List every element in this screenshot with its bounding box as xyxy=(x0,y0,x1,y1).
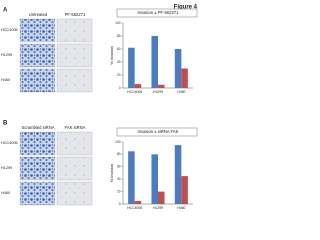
y-tick-label: 0 xyxy=(119,202,121,206)
micrograph xyxy=(56,68,93,93)
y-tick-label: 0 xyxy=(119,86,121,90)
bar xyxy=(134,84,142,88)
bar xyxy=(158,84,165,88)
y-tick-label: 20 xyxy=(117,73,121,77)
y-tick-label: 100 xyxy=(115,140,121,144)
row-label: HCC4006 xyxy=(1,28,18,32)
micrograph xyxy=(56,156,93,181)
chart-title: Invasion ± siRNA FAK xyxy=(138,129,179,134)
micrograph xyxy=(19,156,56,181)
row-label: H1299 xyxy=(1,166,12,170)
bar xyxy=(128,47,135,88)
chart-title-box xyxy=(116,8,198,18)
panel-label: B xyxy=(3,121,8,127)
bar xyxy=(158,191,165,204)
micrograph xyxy=(19,18,56,43)
micrograph xyxy=(19,68,56,93)
row-label: HCC4006 xyxy=(1,141,18,145)
column-header: Untreated xyxy=(29,12,48,17)
y-axis-label: % Invasion xyxy=(110,164,114,183)
y-tick-label: 80 xyxy=(117,34,121,38)
bar xyxy=(134,200,142,204)
micrograph xyxy=(19,43,56,68)
y-tick-label: 60 xyxy=(117,165,121,169)
bar xyxy=(151,36,158,88)
y-tick-label: 100 xyxy=(115,21,121,25)
y-tick-label: 40 xyxy=(117,177,121,181)
y-tick-label: 80 xyxy=(117,152,121,156)
y-tick-label: 60 xyxy=(117,47,121,51)
figure-title: Figure 4 xyxy=(174,5,198,11)
chart-title: Invasion ± PF-562271 xyxy=(138,10,180,15)
bar xyxy=(181,176,188,204)
y-axis-label: % Invasion xyxy=(110,46,114,65)
column-header: Scrambled siRNA xyxy=(21,125,54,130)
x-tick-label: H460 xyxy=(177,206,185,210)
x-tick-label: H460 xyxy=(177,90,185,94)
bar xyxy=(128,151,135,204)
bar xyxy=(181,68,188,88)
row-label: H460 xyxy=(1,191,10,195)
column-header: PF-562271 xyxy=(65,12,86,17)
row-label: H460 xyxy=(1,78,10,82)
bar xyxy=(174,145,182,204)
y-tick-label: 20 xyxy=(117,189,121,193)
y-tick-label: 40 xyxy=(117,60,121,64)
chart-title-box xyxy=(116,127,198,137)
x-tick-label: H1299 xyxy=(153,90,163,94)
column-header: FAK siRNA xyxy=(65,125,86,130)
micrograph xyxy=(56,18,93,43)
micrograph xyxy=(19,131,56,156)
micrograph xyxy=(56,181,93,206)
micrograph xyxy=(19,181,56,206)
x-tick-label: H1299 xyxy=(153,206,163,210)
bar xyxy=(174,49,182,88)
row-label: H1299 xyxy=(1,53,12,57)
bar xyxy=(151,154,158,204)
x-tick-label: HCC4006 xyxy=(127,90,142,94)
micrograph xyxy=(56,131,93,156)
x-tick-label: HCC4006 xyxy=(127,206,142,210)
panel-label: A xyxy=(3,8,8,14)
micrograph xyxy=(56,43,93,68)
figure: Figure 4 A Untreated PF-562271 HCC4006 H1299… xyxy=(1,5,198,210)
